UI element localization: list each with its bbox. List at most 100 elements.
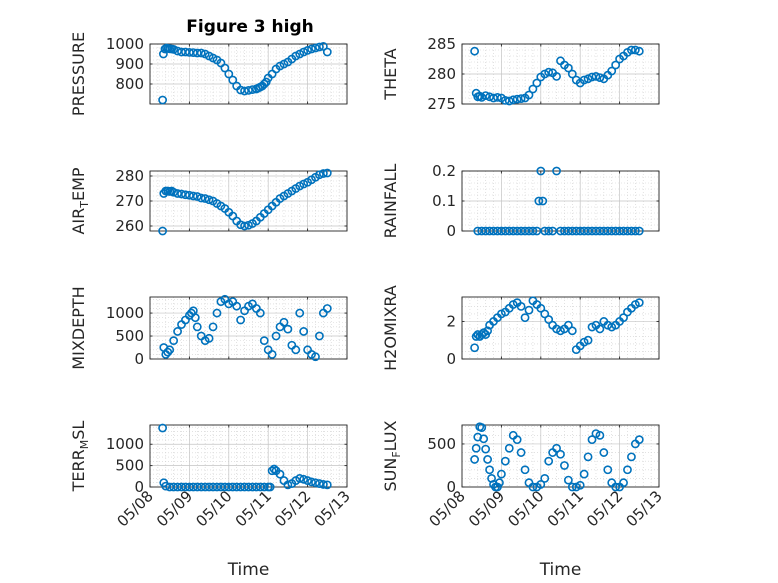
figure-title: Figure 3 high bbox=[186, 17, 314, 37]
y-tick-label: 0 bbox=[446, 222, 456, 240]
data-point bbox=[311, 352, 320, 362]
data-point bbox=[315, 331, 324, 341]
data-point bbox=[190, 313, 200, 323]
data-point bbox=[267, 350, 277, 359]
data-point bbox=[563, 63, 573, 73]
data-point bbox=[200, 194, 210, 203]
data-point bbox=[500, 456, 510, 466]
y-tick-label: 0 bbox=[446, 350, 456, 368]
data-point bbox=[220, 63, 230, 73]
data-point bbox=[504, 96, 514, 106]
y-axis-label: RAINFALL bbox=[381, 164, 400, 239]
data-point bbox=[299, 474, 309, 484]
data-point bbox=[299, 327, 309, 336]
data-point bbox=[299, 47, 309, 57]
y-tick-label: 900 bbox=[115, 55, 144, 73]
data-point bbox=[579, 75, 589, 85]
data-point bbox=[556, 449, 565, 459]
data-point bbox=[267, 466, 277, 476]
data-point bbox=[158, 226, 168, 236]
data-point bbox=[634, 298, 644, 308]
data-point bbox=[315, 170, 324, 180]
y-tick-label: 0 bbox=[134, 478, 144, 496]
data-point bbox=[634, 226, 644, 236]
data-point bbox=[552, 72, 561, 81]
data-point bbox=[516, 448, 526, 457]
data-point bbox=[181, 190, 190, 200]
data-point bbox=[163, 347, 173, 357]
data-point bbox=[165, 345, 175, 355]
data-point bbox=[599, 448, 609, 457]
data-series bbox=[158, 42, 332, 105]
data-point bbox=[303, 46, 312, 55]
data-point bbox=[204, 195, 214, 205]
data-point bbox=[473, 432, 483, 442]
data-point bbox=[483, 455, 493, 464]
data-point bbox=[483, 326, 493, 336]
data-point bbox=[607, 66, 617, 76]
subplot-theta: 275 280 285 THETA bbox=[381, 35, 660, 113]
data-point bbox=[481, 91, 491, 100]
y-axis-label: TERRMSL bbox=[69, 421, 91, 493]
y-tick-label: 1000 bbox=[106, 304, 144, 322]
data-point bbox=[173, 327, 182, 336]
data-point bbox=[544, 67, 554, 77]
subplot-h2omixra: 0 2 H2OMIXRA bbox=[381, 285, 660, 371]
data-point bbox=[579, 469, 589, 479]
data-point bbox=[524, 90, 534, 100]
subplot-rainfall: 0 0.1 0.2 RAINFALL bbox=[381, 162, 660, 240]
plot-area bbox=[462, 425, 659, 487]
data-point bbox=[493, 482, 502, 492]
data-point bbox=[470, 46, 480, 56]
data-point bbox=[295, 474, 305, 483]
y-tick-label: 0.2 bbox=[432, 162, 456, 180]
data-point bbox=[544, 315, 554, 324]
data-point bbox=[567, 482, 577, 492]
data-point bbox=[470, 343, 480, 353]
data-point bbox=[470, 455, 480, 464]
y-tick-label: 280 bbox=[427, 65, 456, 83]
data-point bbox=[495, 478, 504, 488]
axes-box bbox=[461, 296, 660, 360]
data-point bbox=[583, 452, 593, 462]
data-point bbox=[536, 480, 546, 489]
data-point bbox=[169, 187, 179, 197]
y-axis-label: SUNFLUX bbox=[381, 420, 403, 491]
y-tick-label: 0 bbox=[446, 478, 456, 496]
data-point bbox=[184, 190, 194, 200]
data-point bbox=[283, 480, 293, 490]
data-point bbox=[196, 193, 206, 203]
data-point bbox=[540, 473, 550, 483]
y-tick-label: 0 bbox=[134, 350, 144, 368]
data-point bbox=[567, 69, 577, 79]
data-point bbox=[563, 475, 573, 485]
data-point bbox=[528, 482, 538, 492]
y-tick-label: 1000 bbox=[106, 35, 144, 53]
data-point bbox=[520, 465, 530, 475]
data-point bbox=[591, 72, 601, 81]
data-point bbox=[240, 221, 249, 231]
data-point bbox=[283, 324, 293, 334]
y-tick-label: 1000 bbox=[106, 435, 144, 453]
data-point bbox=[248, 85, 257, 94]
data-point bbox=[583, 335, 593, 345]
axes-box bbox=[461, 424, 660, 488]
data-series bbox=[470, 422, 644, 492]
data-point bbox=[244, 86, 253, 95]
data-point bbox=[485, 465, 494, 475]
data-point bbox=[279, 317, 289, 327]
data-point bbox=[587, 435, 597, 445]
data-series bbox=[473, 166, 644, 236]
data-point bbox=[240, 86, 249, 96]
data-point bbox=[619, 313, 628, 323]
data-point bbox=[192, 192, 202, 201]
data-point bbox=[634, 46, 644, 56]
data-point bbox=[603, 465, 613, 475]
data-point bbox=[540, 309, 550, 319]
data-point bbox=[188, 191, 198, 201]
data-point bbox=[552, 166, 561, 176]
y-tick-label: 270 bbox=[115, 192, 144, 210]
y-tick-label: 500 bbox=[115, 327, 144, 345]
data-point bbox=[259, 482, 269, 492]
y-tick-label: 500 bbox=[427, 435, 456, 453]
